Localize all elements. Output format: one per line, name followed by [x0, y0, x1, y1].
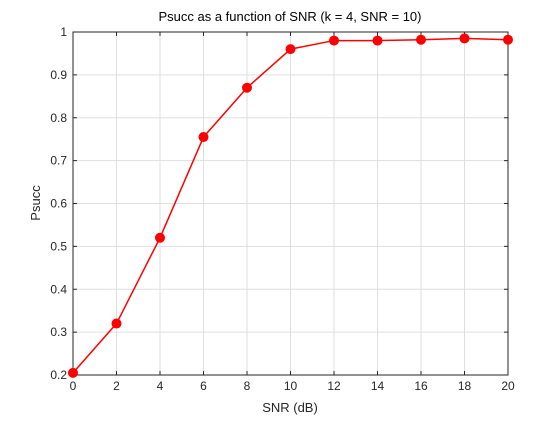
y-tick-label: 0.6 — [50, 197, 67, 211]
data-point — [372, 35, 383, 46]
data-point — [198, 132, 209, 143]
tick-layer: 0 2 4 6 8 10 12 14 16 18 20 0.2 0.3 0.4 0.5 0.6 0.7 0.8 0.… — [50, 25, 515, 393]
data-point — [155, 232, 165, 243]
y-tick-label: 0.5 — [50, 239, 67, 253]
x-tick-label: 14 — [371, 379, 385, 393]
data-point — [111, 318, 122, 329]
data-point — [242, 82, 252, 93]
x-tick-label: 6 — [200, 379, 207, 393]
data-point — [329, 35, 339, 46]
x-tick-label: 18 — [458, 379, 472, 393]
series-layer — [68, 33, 513, 378]
y-tick-label: 1 — [60, 25, 67, 39]
y-tick-label: 0.2 — [50, 368, 67, 382]
y-axis-label: Psucc — [28, 185, 43, 221]
grid-layer — [73, 32, 508, 375]
x-tick-label: 0 — [70, 379, 77, 393]
data-point — [285, 44, 296, 55]
y-tick-label: 0.8 — [50, 111, 67, 125]
x-tick-label: 20 — [501, 379, 515, 393]
y-tick-label: 0.9 — [50, 68, 67, 82]
x-tick-label: 8 — [244, 379, 251, 393]
x-tick-label: 16 — [414, 379, 428, 393]
y-tick-label: 0.4 — [50, 282, 67, 296]
x-tick-label: 4 — [157, 379, 164, 393]
x-tick-label: 10 — [284, 379, 298, 393]
x-axis-label: SNR (dB) — [262, 400, 318, 415]
data-point — [416, 34, 426, 45]
data-point — [459, 33, 470, 44]
y-tick-label: 0.7 — [50, 154, 67, 168]
x-tick-label: 2 — [113, 379, 120, 393]
data-point — [68, 367, 78, 378]
chart-title: Psucc as a function of SNR (k = 4, SNR =… — [158, 9, 421, 24]
data-point — [503, 34, 513, 45]
x-tick-label: 12 — [327, 379, 341, 393]
y-tick-label: 0.3 — [50, 325, 67, 339]
